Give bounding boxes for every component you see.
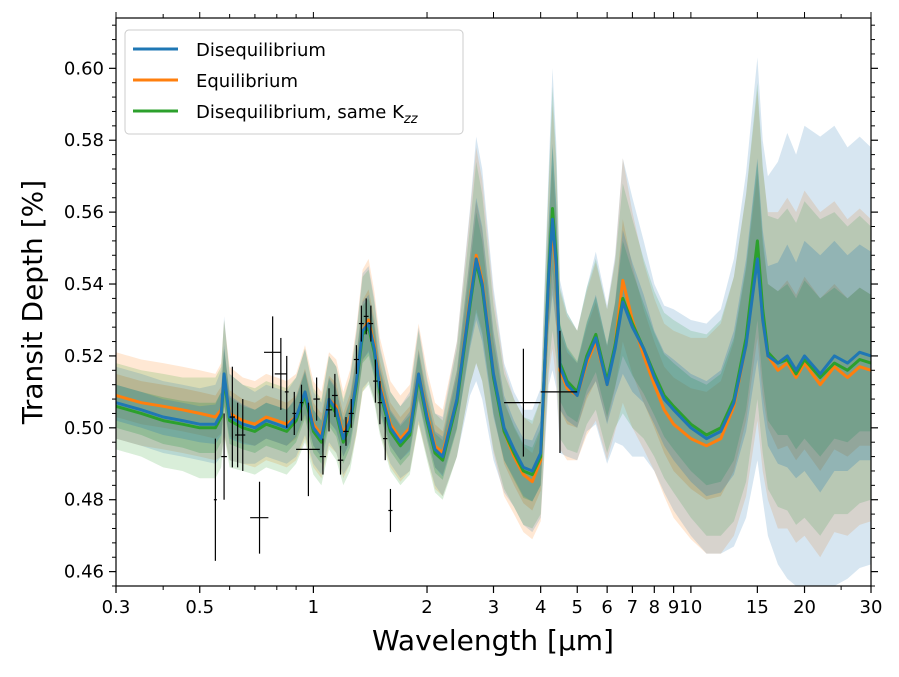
x-tick-label: 8: [649, 597, 660, 618]
legend-box: [124, 29, 464, 135]
x-axis-ticks: 0.3 0.5 1 2 3 4 5 6 7 8 9 10 15 20 30: [102, 12, 883, 618]
y-tick-label: 0.54: [64, 274, 104, 295]
x-tick-label: 5: [572, 597, 583, 618]
x-tick-label: 6: [601, 597, 612, 618]
band-inner-disequilibrium: [116, 143, 871, 502]
band-inner-disequilibrium-same-kzz: [116, 147, 871, 502]
y-tick-label: 0.50: [64, 418, 104, 439]
observation-point: [235, 402, 241, 468]
observation-point: [540, 330, 578, 453]
observation-point: [504, 348, 541, 457]
observation-point: [221, 413, 227, 500]
y-tick-label: 0.52: [64, 346, 104, 367]
x-tick-label: 2: [421, 597, 432, 618]
observation-point: [264, 316, 281, 389]
observation-point: [229, 366, 236, 468]
observation-point: [337, 445, 344, 475]
observation-point: [250, 481, 269, 554]
y-axis-label: Transit Depth [%]: [16, 180, 49, 425]
plot-frame: [115, 17, 872, 587]
observation-point: [292, 391, 297, 436]
y-tick-label: 0.60: [64, 58, 104, 79]
observation-point: [353, 345, 359, 374]
legend-label-disequilibrium: Disequilibrium: [196, 40, 326, 61]
legend-label-same-kzz-subscript: zz: [403, 112, 419, 127]
x-tick-label: 30: [860, 597, 883, 618]
legend-label-equilibrium: Equilibrium: [196, 71, 298, 92]
band-outer-disequilibrium-same-kzz: [116, 82, 871, 536]
band-outer-disequilibrium: [116, 57, 871, 586]
observation-point: [388, 488, 393, 533]
x-tick-label: 15: [746, 597, 769, 618]
observation-point: [368, 305, 374, 342]
band-inner-equilibrium: [116, 165, 871, 511]
observation-point: [284, 355, 289, 428]
x-tick-label: 0.5: [185, 597, 214, 618]
observation-point: [299, 384, 304, 421]
band-outer-equilibrium: [116, 89, 871, 558]
y-tick-label: 0.46: [64, 562, 104, 583]
x-tick-label: 9: [668, 597, 679, 618]
y-tick-label: 0.48: [64, 490, 104, 511]
x-tick-label: 7: [627, 597, 638, 618]
x-tick-label: 0.3: [102, 597, 131, 618]
legend-label-same-kzz: Disequilibrium, same Kzz: [196, 102, 419, 127]
uncertainty-bands: [116, 57, 871, 586]
y-axis-ticks: 0.46 0.48 0.50 0.52 0.54 0.56 0.58 0.60: [64, 24, 878, 587]
y-tick-label: 0.58: [64, 130, 104, 151]
observation-point: [383, 417, 388, 461]
observation-point: [348, 399, 354, 428]
x-axis-label: Wavelength [µm]: [372, 624, 614, 657]
observation-point: [296, 402, 320, 497]
model-lines: [116, 207, 871, 484]
observation-point: [358, 305, 364, 342]
line-disequilibrium: [116, 217, 871, 473]
observation-point: [240, 399, 246, 471]
observation-point: [319, 438, 327, 475]
observation-point: [373, 359, 378, 403]
x-tick-label: 10: [679, 597, 702, 618]
x-tick-label: 4: [535, 597, 546, 618]
y-tick-label: 0.56: [64, 202, 104, 223]
x-tick-label: 1: [308, 597, 319, 618]
observation-point: [274, 337, 287, 410]
legend: Disequilibrium Equilibrium Disequilibriu…: [124, 29, 464, 135]
observation-point: [313, 377, 320, 421]
observation-point: [331, 373, 338, 418]
observation-point: [326, 388, 332, 432]
observation-point: [363, 298, 369, 335]
observation-point: [377, 381, 383, 425]
observation-point: [213, 438, 217, 561]
legend-label-same-kzz-main: Disequilibrium, same K: [196, 102, 405, 123]
observation-points: [213, 298, 578, 561]
x-tick-label: 20: [793, 597, 816, 618]
observation-point: [343, 417, 349, 446]
x-tick-label: 3: [488, 597, 499, 618]
